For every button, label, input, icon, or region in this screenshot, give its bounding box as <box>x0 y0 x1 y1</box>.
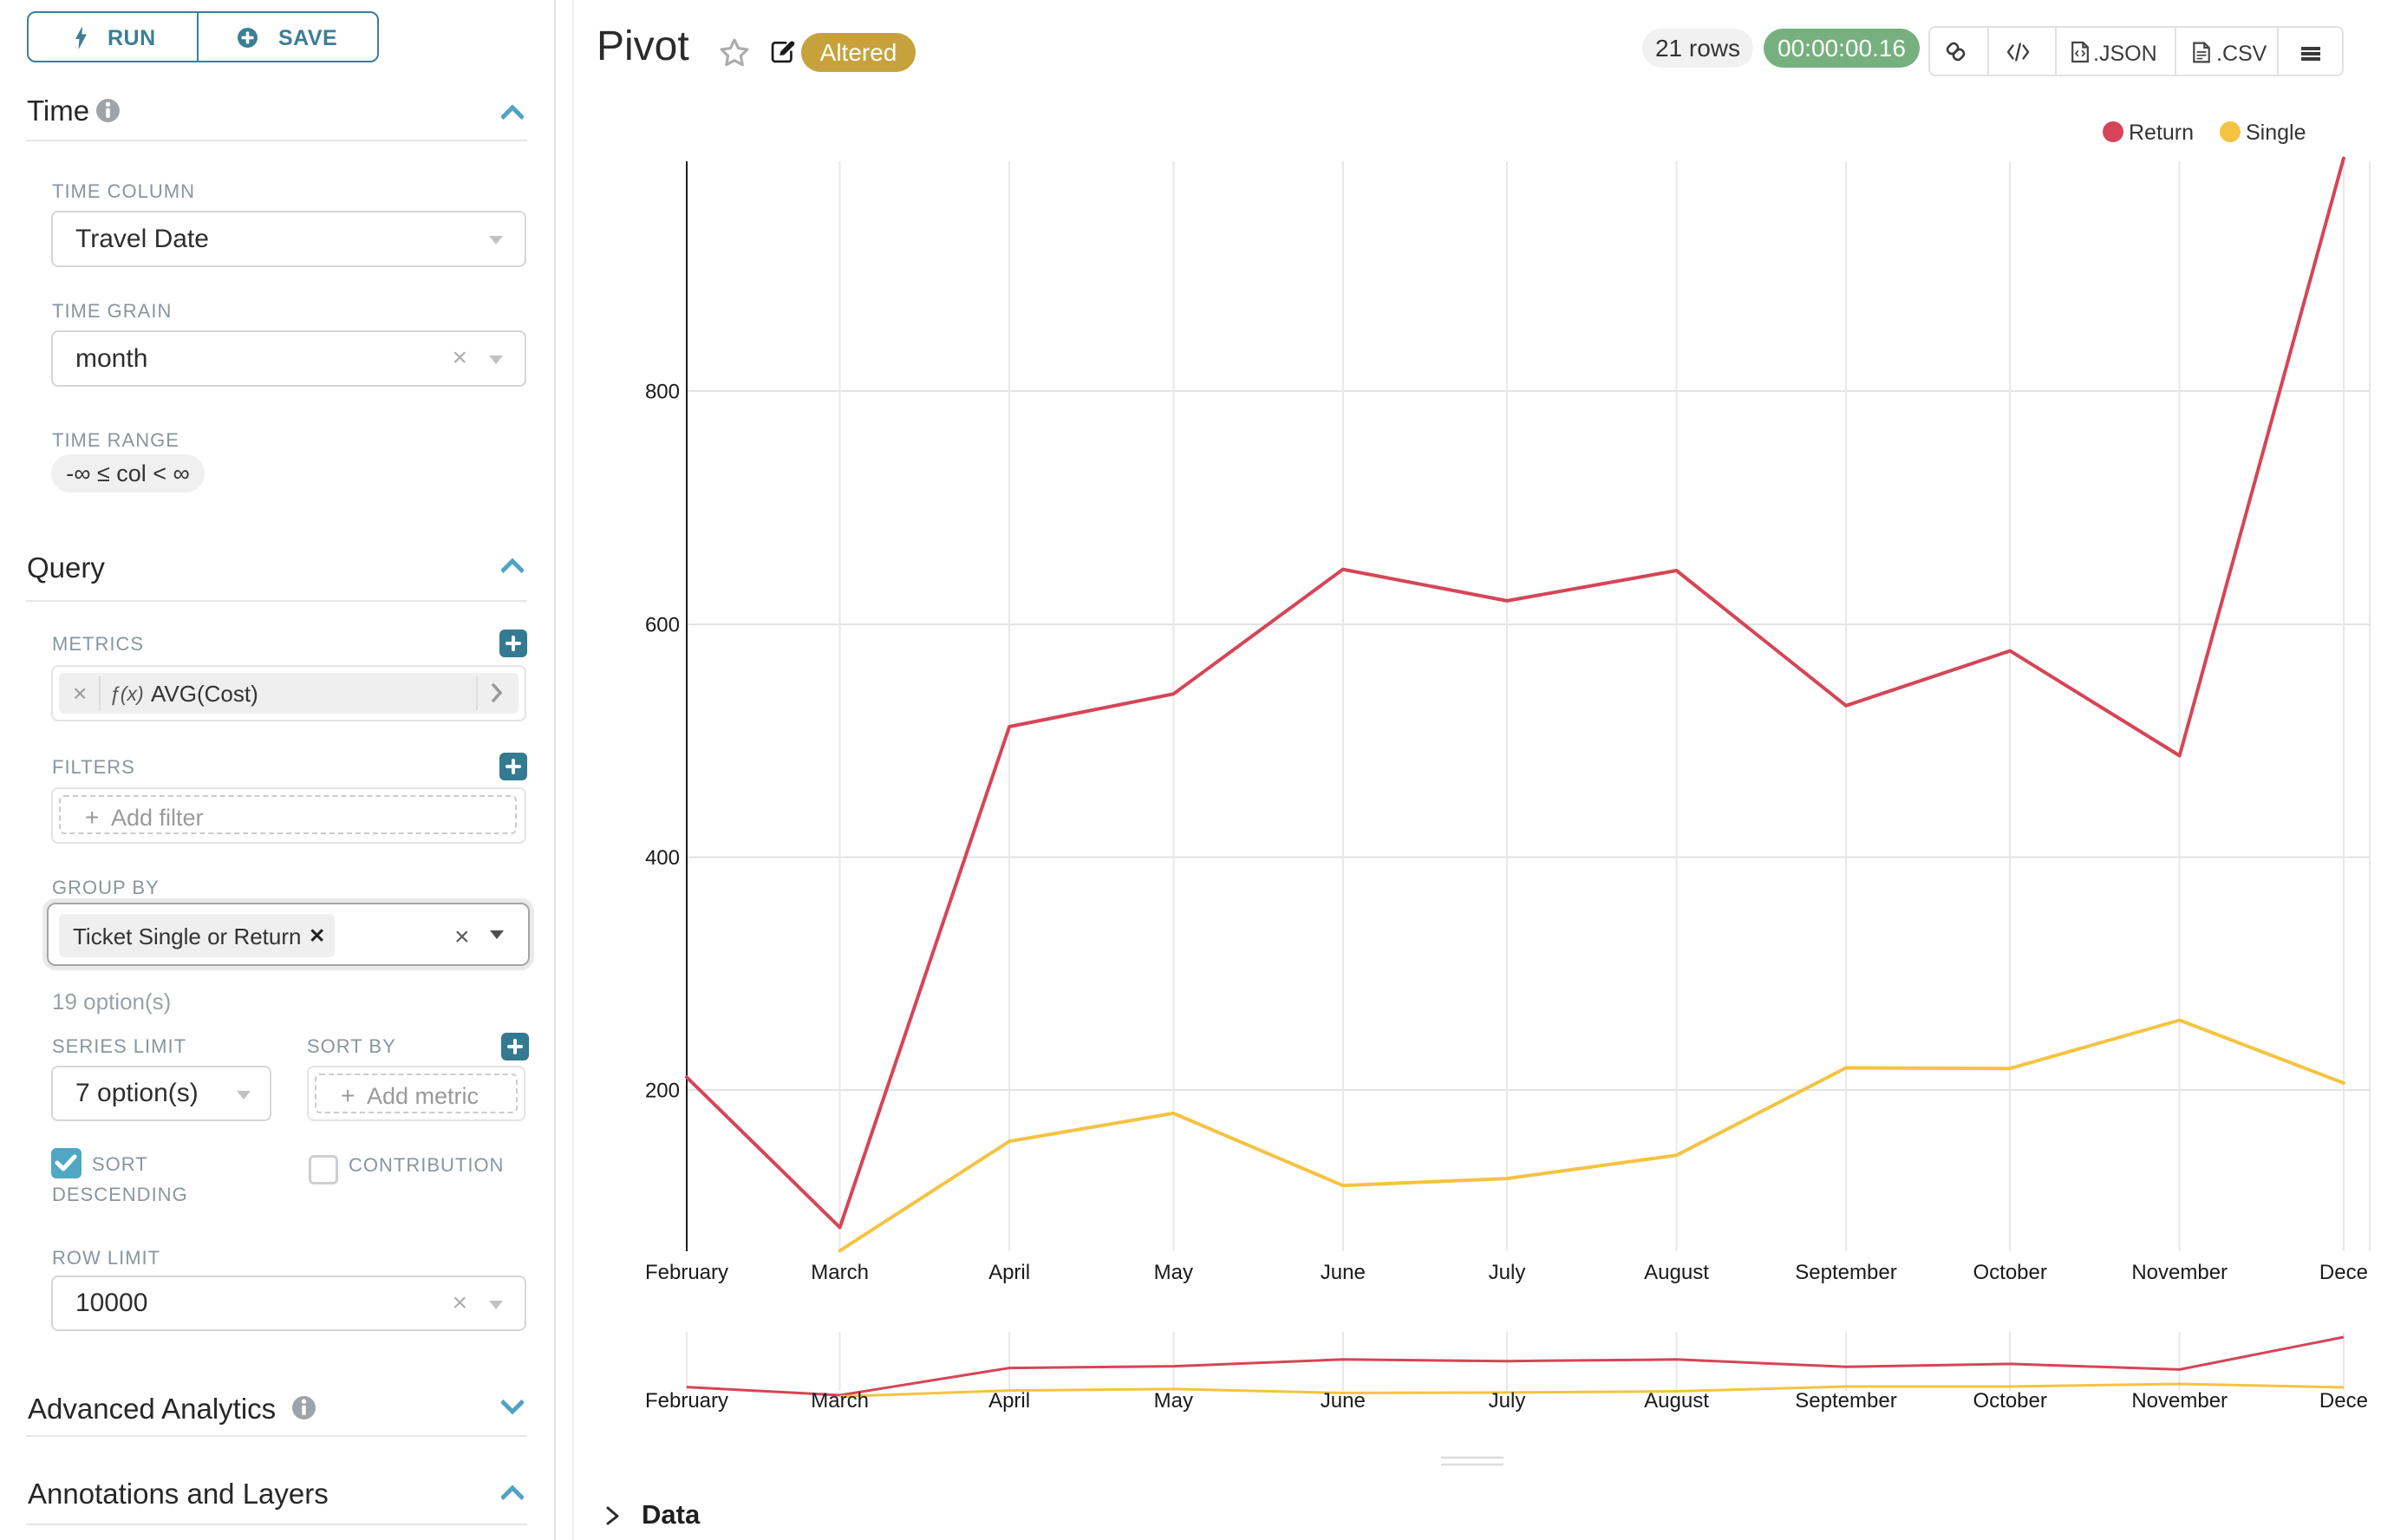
svg-text:May: May <box>1154 1389 1193 1413</box>
svg-text:June: June <box>1321 1389 1366 1413</box>
svg-text:October: October <box>1973 1261 2047 1284</box>
svg-text:Return: Return <box>2129 121 2194 145</box>
svg-text:Single: Single <box>2246 121 2306 145</box>
svg-text:200: 200 <box>645 1080 680 1103</box>
svg-text:Dece: Dece <box>2319 1261 2368 1284</box>
svg-text:June: June <box>1321 1261 1366 1284</box>
svg-text:March: March <box>811 1389 869 1413</box>
svg-text:April: April <box>988 1261 1030 1284</box>
svg-text:August: August <box>1644 1389 1709 1413</box>
svg-text:September: September <box>1795 1389 1896 1413</box>
svg-text:November: November <box>2131 1261 2228 1284</box>
svg-text:400: 400 <box>645 846 680 870</box>
svg-text:September: September <box>1795 1261 1896 1284</box>
svg-text:July: July <box>1489 1261 1526 1284</box>
svg-text:800: 800 <box>645 381 680 404</box>
svg-text:May: May <box>1154 1261 1193 1284</box>
svg-text:April: April <box>988 1389 1030 1413</box>
svg-text:March: March <box>811 1261 869 1284</box>
svg-text:Data: Data <box>642 1499 701 1530</box>
svg-text:October: October <box>1973 1389 2047 1413</box>
svg-text:Dece: Dece <box>2319 1389 2368 1413</box>
svg-text:600: 600 <box>645 613 680 636</box>
svg-text:February: February <box>645 1389 728 1413</box>
svg-text:February: February <box>645 1261 728 1284</box>
svg-text:November: November <box>2131 1389 2228 1413</box>
svg-text:July: July <box>1489 1389 1526 1413</box>
svg-text:August: August <box>1644 1261 1709 1284</box>
